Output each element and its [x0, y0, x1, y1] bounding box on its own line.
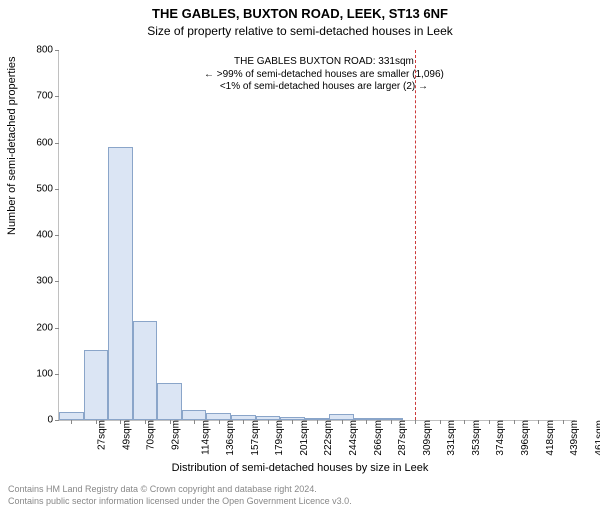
- x-tick-label: 309sqm: [420, 420, 433, 456]
- histogram-bar: [108, 147, 133, 420]
- x-tick-mark: [366, 420, 367, 424]
- histogram-bar: [206, 413, 231, 420]
- x-tick-label: 179sqm: [272, 420, 285, 456]
- annotation-line-2: ← >99% of semi-detached houses are small…: [204, 69, 444, 82]
- histogram-bar: [157, 383, 182, 420]
- x-tick-mark: [194, 420, 195, 424]
- histogram-bar: [84, 350, 109, 420]
- y-tick-mark: [55, 420, 59, 421]
- histogram-bar: [133, 321, 158, 420]
- x-tick-mark: [96, 420, 97, 424]
- x-tick-mark: [71, 420, 72, 424]
- y-tick-mark: [55, 143, 59, 144]
- x-tick-label: 461sqm: [592, 420, 600, 456]
- x-tick-mark: [440, 420, 441, 424]
- y-tick-mark: [55, 50, 59, 51]
- y-tick-mark: [55, 374, 59, 375]
- y-axis-label: Number of semi-detached properties: [6, 56, 18, 235]
- x-tick-label: 201sqm: [297, 420, 310, 456]
- x-tick-mark: [292, 420, 293, 424]
- x-tick-mark: [170, 420, 171, 424]
- chart-title: THE GABLES, BUXTON ROAD, LEEK, ST13 6NF: [0, 6, 600, 21]
- x-tick-mark: [268, 420, 269, 424]
- y-tick-mark: [55, 96, 59, 97]
- x-tick-mark: [514, 420, 515, 424]
- x-tick-label: 418sqm: [543, 420, 556, 456]
- x-tick-label: 49sqm: [119, 420, 132, 450]
- x-tick-mark: [489, 420, 490, 424]
- x-tick-mark: [415, 420, 416, 424]
- y-tick-mark: [55, 328, 59, 329]
- annotation-line-3: <1% of semi-detached houses are larger (…: [204, 81, 444, 94]
- x-tick-label: 396sqm: [518, 420, 531, 456]
- x-tick-mark: [538, 420, 539, 424]
- x-tick-mark: [219, 420, 220, 424]
- footer-line-2: Contains public sector information licen…: [8, 496, 352, 506]
- x-tick-label: 331sqm: [444, 420, 457, 456]
- histogram-bar: [182, 410, 207, 420]
- x-tick-mark: [342, 420, 343, 424]
- x-tick-label: 114sqm: [198, 420, 211, 455]
- y-tick-mark: [55, 235, 59, 236]
- x-axis-label: Distribution of semi-detached houses by …: [0, 462, 600, 474]
- x-tick-label: 266sqm: [371, 420, 384, 456]
- plot-area: 010020030040050060070080027sqm49sqm70sqm…: [58, 50, 575, 421]
- x-tick-label: 136sqm: [223, 420, 236, 456]
- x-tick-label: 287sqm: [395, 420, 408, 456]
- x-tick-label: 439sqm: [567, 420, 580, 456]
- chart-subtitle: Size of property relative to semi-detach…: [0, 24, 600, 38]
- x-tick-mark: [391, 420, 392, 424]
- annotation-box: THE GABLES BUXTON ROAD: 331sqm← >99% of …: [204, 56, 444, 94]
- y-tick-mark: [55, 189, 59, 190]
- footer-line-1: Contains HM Land Registry data © Crown c…: [8, 484, 317, 494]
- x-tick-label: 157sqm: [248, 420, 261, 456]
- x-tick-label: 374sqm: [494, 420, 507, 456]
- reference-line: [415, 50, 416, 420]
- x-tick-label: 353sqm: [469, 420, 482, 456]
- x-tick-mark: [464, 420, 465, 424]
- x-tick-label: 70sqm: [144, 420, 157, 450]
- x-tick-label: 92sqm: [169, 420, 182, 450]
- chart-container: { "titles": { "line1": "THE GABLES, BUXT…: [0, 0, 600, 500]
- x-tick-mark: [563, 420, 564, 424]
- x-tick-label: 222sqm: [322, 420, 335, 456]
- x-tick-mark: [120, 420, 121, 424]
- annotation-line-1: THE GABLES BUXTON ROAD: 331sqm: [204, 56, 444, 69]
- x-tick-mark: [243, 420, 244, 424]
- y-tick-mark: [55, 281, 59, 282]
- histogram-bar: [59, 412, 84, 420]
- x-tick-label: 244sqm: [346, 420, 359, 456]
- x-tick-mark: [145, 420, 146, 424]
- x-tick-label: 27sqm: [95, 420, 108, 450]
- x-tick-mark: [317, 420, 318, 424]
